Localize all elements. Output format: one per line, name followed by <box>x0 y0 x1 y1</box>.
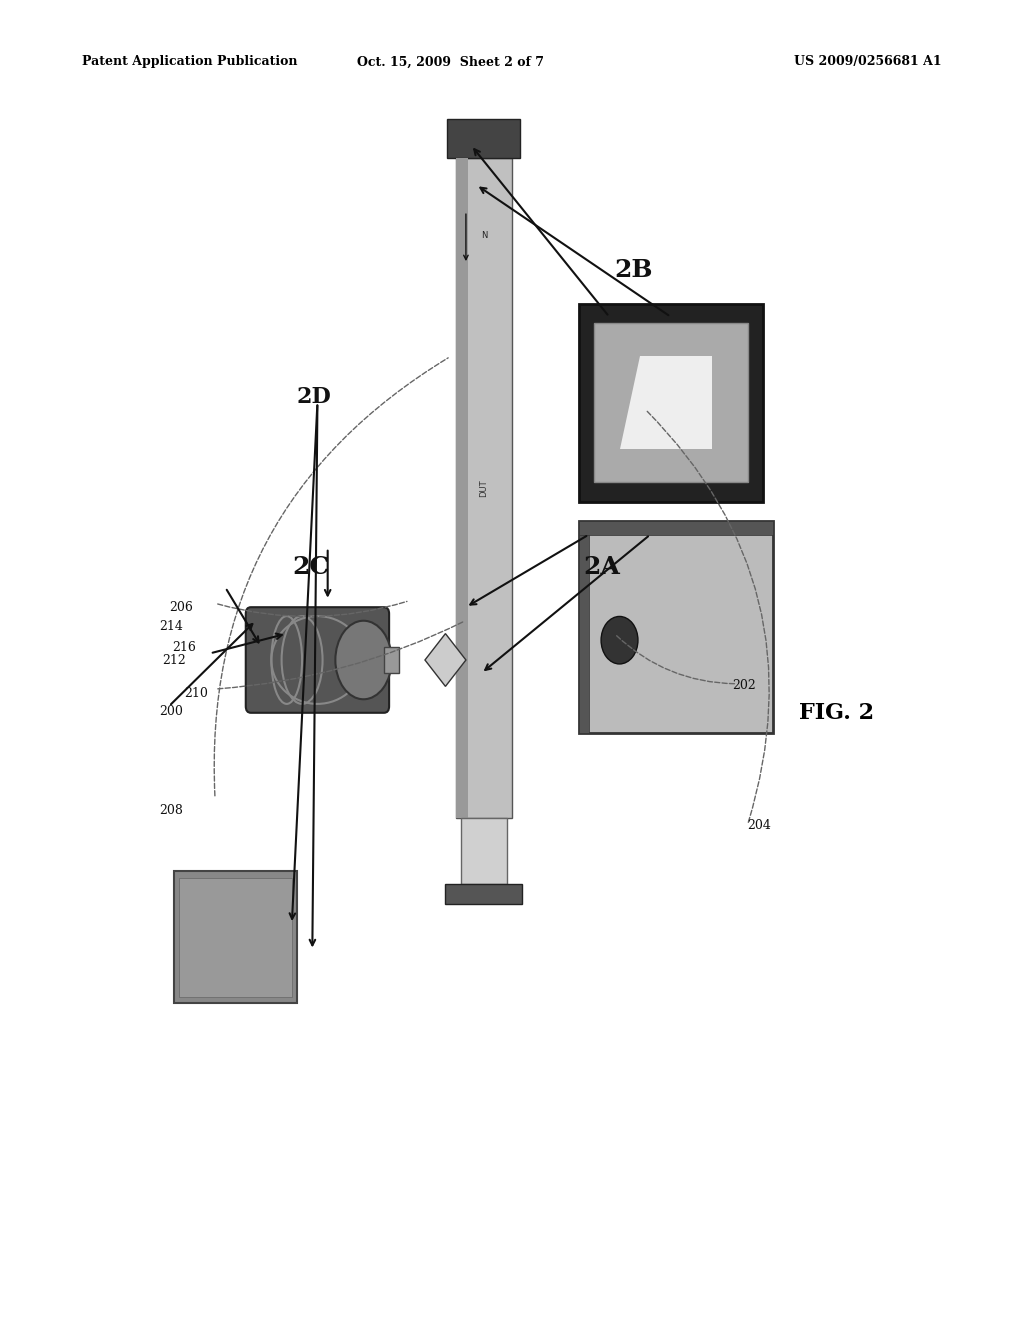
Polygon shape <box>456 158 512 818</box>
Text: DUT: DUT <box>479 479 488 498</box>
Text: 202: 202 <box>732 678 756 692</box>
Polygon shape <box>620 356 712 449</box>
Text: 212: 212 <box>162 653 185 667</box>
FancyBboxPatch shape <box>174 871 297 1003</box>
FancyBboxPatch shape <box>579 521 589 733</box>
Text: 210: 210 <box>184 686 208 700</box>
Text: Oct. 15, 2009  Sheet 2 of 7: Oct. 15, 2009 Sheet 2 of 7 <box>357 55 544 69</box>
FancyBboxPatch shape <box>246 607 389 713</box>
FancyBboxPatch shape <box>579 304 763 502</box>
Polygon shape <box>425 634 466 686</box>
Text: 214: 214 <box>159 619 182 632</box>
Text: Patent Application Publication: Patent Application Publication <box>82 55 297 69</box>
Polygon shape <box>456 158 468 818</box>
Text: 2A: 2A <box>584 556 621 579</box>
Text: 216: 216 <box>172 640 196 653</box>
Ellipse shape <box>335 620 391 700</box>
Text: FIG. 2: FIG. 2 <box>799 702 873 723</box>
Text: 2B: 2B <box>614 259 653 282</box>
FancyBboxPatch shape <box>579 521 773 733</box>
FancyBboxPatch shape <box>579 521 773 535</box>
Text: 2C: 2C <box>292 556 329 579</box>
Text: 206: 206 <box>169 601 193 614</box>
FancyBboxPatch shape <box>384 647 399 673</box>
FancyBboxPatch shape <box>594 323 748 482</box>
Text: 208: 208 <box>159 804 182 817</box>
Text: 204: 204 <box>748 818 771 832</box>
Polygon shape <box>445 884 522 904</box>
FancyBboxPatch shape <box>179 878 292 997</box>
Text: 200: 200 <box>159 705 182 718</box>
Text: N: N <box>481 231 487 240</box>
Text: US 2009/0256681 A1: US 2009/0256681 A1 <box>795 55 942 69</box>
Polygon shape <box>461 818 507 884</box>
Text: 2D: 2D <box>297 385 332 408</box>
Polygon shape <box>447 119 520 158</box>
Circle shape <box>601 616 638 664</box>
